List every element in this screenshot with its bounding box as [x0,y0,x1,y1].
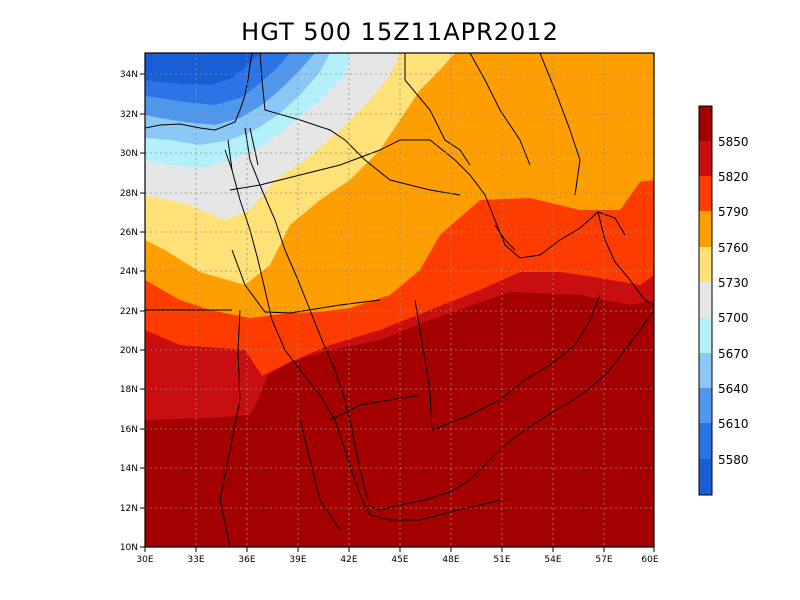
colorbar-swatch [699,176,712,211]
map-title: HGT 500 15Z11APR2012 [241,18,559,46]
colorbar-swatch [699,247,712,282]
lon-label: 33E [187,555,204,565]
colorbar-label: 5820 [718,170,749,184]
lat-label: 26N [120,228,138,238]
colorbar-label: 5850 [718,135,749,149]
lat-label: 24N [120,267,138,277]
lat-label: 20N [120,346,138,356]
lon-label: 48E [442,555,459,565]
lat-label: 12N [120,504,138,514]
colorbar-label: 5730 [718,276,749,290]
lon-label: 57E [595,555,612,565]
colorbar-swatch [699,282,712,317]
lat-label: 28N [120,189,138,199]
lon-label: 36E [238,555,255,565]
lat-label: 16N [120,425,138,435]
lon-label: 51E [493,555,510,565]
lat-label: 22N [120,307,138,317]
colorbar-label: 5670 [718,347,749,361]
colorbar-label: 5580 [718,453,749,467]
colorbar-swatch [699,388,712,423]
colorbar-swatch [699,459,712,495]
band-5550 [145,53,260,85]
lon-label: 45E [391,555,408,565]
contour-fill [145,53,654,547]
lat-label: 34N [120,70,138,80]
colorbar-swatch [699,141,712,176]
colorbar-labels: 5850 5820 5790 5760 5730 5700 5670 5640 … [718,135,749,467]
lon-label: 60E [641,555,658,565]
lon-label: 39E [289,555,306,565]
colorbar-swatch [699,423,712,459]
colorbar-swatch [699,317,712,353]
gridlines [145,53,654,547]
colorbar: 5850 5820 5790 5760 5730 5700 5670 5640 … [698,105,749,496]
lon-label: 30E [136,555,153,565]
tick-marks [140,73,655,552]
lat-label: 30N [120,149,138,159]
longitude-labels: 30E 33E 36E 39E 42E 45E 48E 51E 54E 57E … [136,555,658,565]
colorbar-swatch [699,353,712,388]
colorbar-label: 5610 [718,417,749,431]
lat-label: 10N [120,543,138,553]
lat-label: 18N [120,385,138,395]
colorbar-frame [698,105,713,496]
colorbar-label: 5790 [718,205,749,219]
colorbar-swatch [699,211,712,247]
lat-label: 14N [120,464,138,474]
lon-label: 42E [340,555,357,565]
lon-label: 54E [544,555,561,565]
colorbar-label: 5640 [718,382,749,396]
colorbar-label: 5700 [718,311,749,325]
colorbar-swatch [699,106,712,141]
lat-label: 32N [120,110,138,120]
colorbar-label: 5760 [718,241,749,255]
latitude-labels: 34N 32N 30N 28N 26N 24N 22N 20N 18N 16N … [120,70,138,553]
